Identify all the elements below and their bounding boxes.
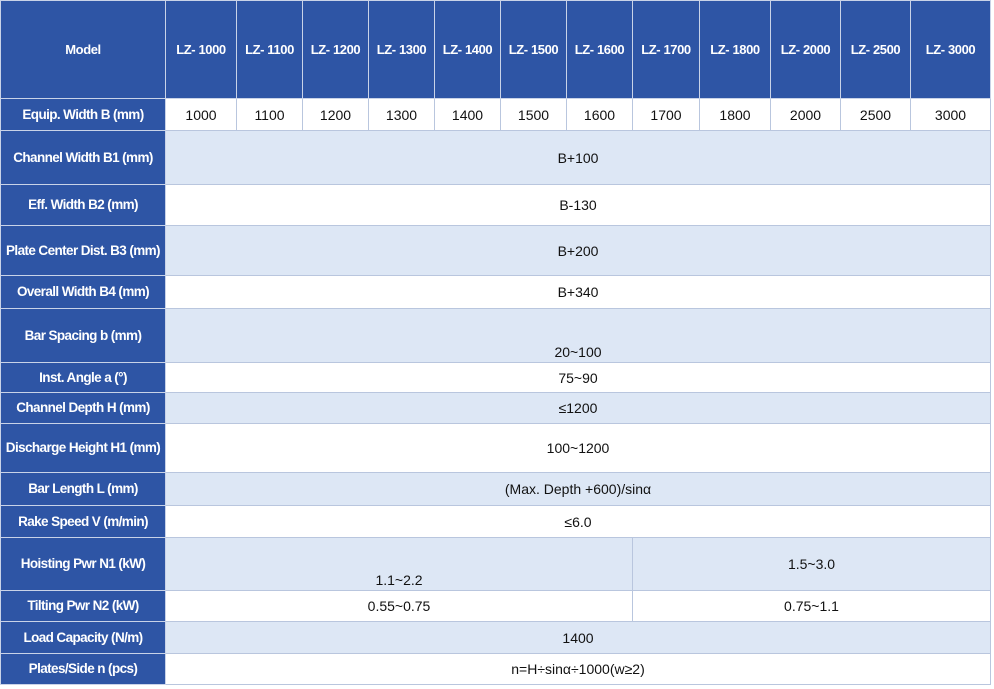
- value-cell: 0.55~0.75: [165, 590, 633, 622]
- value-cell: 1.5~3.0: [632, 537, 991, 591]
- header-cell: LZ- 3000: [910, 0, 991, 99]
- value-cell: (Max. Depth +600)/sinα: [165, 472, 991, 506]
- row-label: Equip. Width B (mm): [0, 98, 166, 131]
- row-label: Bar Spacing b (mm): [0, 308, 166, 363]
- row-label: Plate Center Dist. B3 (mm): [0, 225, 166, 276]
- value-cell: 2000: [770, 98, 841, 131]
- header-cell: LZ- 2000: [770, 0, 841, 99]
- row-label: Channel Depth H (mm): [0, 392, 166, 424]
- row-label: Plates/Side n (pcs): [0, 653, 166, 685]
- value-cell: 0.75~1.1: [632, 590, 991, 622]
- data-row: Rake Speed V (m/min) ≤6.0: [0, 505, 991, 538]
- value-cell: ≤6.0: [165, 505, 991, 538]
- value-cell: 1100: [236, 98, 303, 131]
- header-cell: LZ- 1000: [165, 0, 237, 99]
- header-cell: LZ- 1800: [699, 0, 771, 99]
- header-cell: LZ- 1100: [236, 0, 303, 99]
- value-cell: 1400: [434, 98, 501, 131]
- value-cell: B+100: [165, 130, 991, 185]
- data-row: Inst. Angle a (°) 75~90: [0, 362, 991, 393]
- data-row: Equip. Width B (mm) 1000 1100 1200 1300 1400 1…: [0, 98, 991, 131]
- row-label: Hoisting Pwr N1 (kW): [0, 537, 166, 591]
- header-cell: Model: [0, 0, 166, 99]
- value-cell: n=H÷sinα÷1000(w≥2): [165, 653, 991, 685]
- data-row: Bar Spacing b (mm) 20~100: [0, 308, 991, 363]
- header-row: Model LZ- 1000 LZ- 1100 LZ- 1200 LZ- 1300 LZ-…: [0, 0, 991, 99]
- data-row: Eff. Width B2 (mm) B-130: [0, 184, 991, 226]
- header-cell: LZ- 2500: [840, 0, 911, 99]
- value-cell: 100~1200: [165, 423, 991, 473]
- data-row: Discharge Height H1 (mm) 100~1200: [0, 423, 991, 473]
- value-cell: 1500: [500, 98, 567, 131]
- data-row: Hoisting Pwr N1 (kW) 1.1~2.2 1.5~3.0: [0, 537, 991, 591]
- header-cell: LZ- 1200: [302, 0, 369, 99]
- data-row: Channel Depth H (mm) ≤1200: [0, 392, 991, 424]
- value-cell: 2500: [840, 98, 911, 131]
- row-label: Bar Length L (mm): [0, 472, 166, 506]
- row-label: Load Capacity (N/m): [0, 621, 166, 654]
- header-cell: LZ- 1400: [434, 0, 501, 99]
- value-cell: 1700: [632, 98, 700, 131]
- value-cell: 1600: [566, 98, 633, 131]
- row-label: Eff. Width B2 (mm): [0, 184, 166, 226]
- row-label: Channel Width B1 (mm): [0, 130, 166, 185]
- value-cell: 1400: [165, 621, 991, 654]
- value-cell: 3000: [910, 98, 991, 131]
- value-cell: B-130: [165, 184, 991, 226]
- value-cell: ≤1200: [165, 392, 991, 424]
- row-label: Rake Speed V (m/min): [0, 505, 166, 538]
- value-cell: 75~90: [165, 362, 991, 393]
- value-cell: 1300: [368, 98, 435, 131]
- data-row: Plate Center Dist. B3 (mm) B+200: [0, 225, 991, 276]
- row-label: Overall Width B4 (mm): [0, 275, 166, 309]
- value-cell: 1800: [699, 98, 771, 131]
- value-cell: B+200: [165, 225, 991, 276]
- value-cell: 20~100: [165, 308, 991, 363]
- row-label: Inst. Angle a (°): [0, 362, 166, 393]
- header-cell: LZ- 1600: [566, 0, 633, 99]
- value-cell: B+340: [165, 275, 991, 309]
- value-cell: 1200: [302, 98, 369, 131]
- header-cell: LZ- 1700: [632, 0, 700, 99]
- data-row: Load Capacity (N/m) 1400: [0, 621, 991, 654]
- value-cell: 1.1~2.2: [165, 537, 633, 591]
- data-row: Overall Width B4 (mm) B+340: [0, 275, 991, 309]
- data-row: Bar Length L (mm) (Max. Depth +600)/sinα: [0, 472, 991, 506]
- row-label: Tilting Pwr N2 (kW): [0, 590, 166, 622]
- row-label: Discharge Height H1 (mm): [0, 423, 166, 473]
- data-row: Channel Width B1 (mm) B+100: [0, 130, 991, 185]
- data-row: Plates/Side n (pcs) n=H÷sinα÷1000(w≥2): [0, 653, 991, 685]
- header-cell: LZ- 1300: [368, 0, 435, 99]
- data-row: Tilting Pwr N2 (kW) 0.55~0.75 0.75~1.1: [0, 590, 991, 622]
- value-cell: 1000: [165, 98, 237, 131]
- header-cell: LZ- 1500: [500, 0, 567, 99]
